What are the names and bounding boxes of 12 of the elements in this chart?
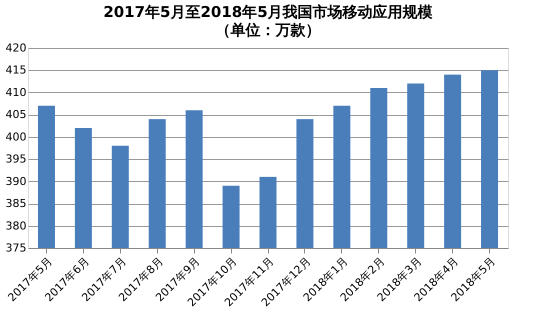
y-tick-label: 420 (6, 42, 26, 54)
y-tick-label: 400 (6, 130, 26, 144)
y-tick-label: 390 (6, 174, 26, 188)
y-tick-label: 410 (6, 86, 26, 99)
chart-subtitle: （单位：万款） (216, 21, 320, 39)
y-tick-label: 385 (6, 197, 26, 210)
y-tick-label: 380 (6, 219, 26, 232)
y-tick-label: 405 (6, 108, 26, 122)
chart-title: 2017年5月至2018年5月我国市场移动应用规模 (103, 3, 434, 21)
y-tick-label: 415 (6, 64, 26, 77)
y-tick-label: 395 (6, 152, 26, 166)
y-tick-label: 375 (6, 242, 26, 254)
